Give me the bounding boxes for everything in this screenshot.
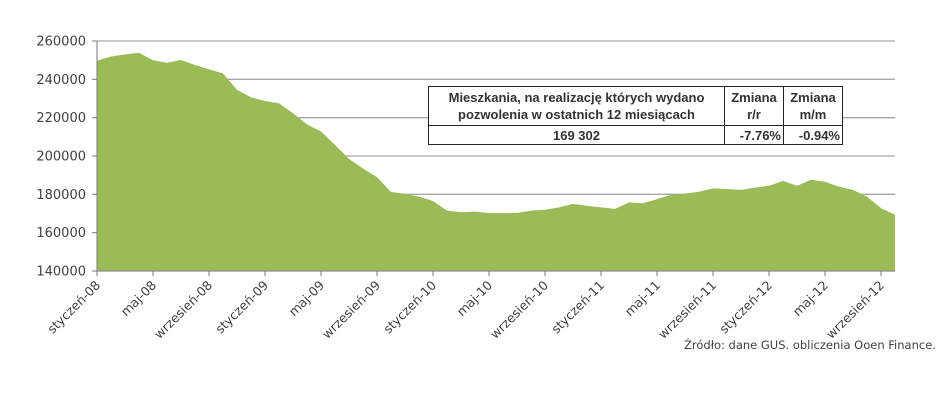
x-tick-label: wrzesień-09 [319, 277, 383, 341]
x-tick-label: maj-10 [454, 277, 496, 319]
y-tick-label: 180000 [36, 188, 86, 203]
y-tick-label: 260000 [36, 35, 86, 50]
x-tick-label: styczeń-11 [548, 278, 607, 337]
header-change-mom: Zmiana m/m [783, 86, 843, 126]
x-tick-label: styczeń-10 [380, 277, 439, 336]
value-change-mom: -0.94% [783, 125, 843, 145]
x-tick-label: maj-12 [790, 278, 832, 320]
value-total: 169 302 [428, 125, 725, 145]
x-tick-label: wrzesień-12 [823, 278, 887, 342]
header-description: Mieszkania, na realizację których wydano… [428, 86, 725, 126]
summary-table-values-row: 169 302 -7.76% -0.94% [428, 125, 843, 145]
y-tick-label: 140000 [36, 265, 86, 280]
x-tick-label: styczeń-09 [212, 277, 271, 336]
x-tick-label: maj-11 [622, 278, 664, 320]
x-tick-label: styczeń-12 [716, 278, 775, 337]
x-tick-label: maj-08 [118, 277, 160, 319]
header-change-yoy: Zmiana r/r [724, 86, 784, 126]
x-tick-label: wrzesień-10 [487, 277, 551, 341]
x-tick-label: maj-09 [286, 277, 328, 319]
y-tick-label: 160000 [36, 226, 86, 241]
source-note: Źródło: dane GUS. obliczenia Ooen Financ… [684, 338, 936, 352]
y-tick-label: 200000 [36, 150, 86, 165]
summary-table: Mieszkania, na realizację których wydano… [428, 86, 843, 145]
area-series [97, 52, 895, 272]
x-tick-label: styczeń-08 [44, 277, 103, 336]
x-tick-label: wrzesień-11 [655, 278, 719, 342]
axes [92, 40, 895, 276]
value-change-yoy: -7.76% [724, 125, 784, 145]
y-tick-label: 240000 [36, 73, 86, 88]
y-axis-labels: 140000 160000 180000 200000 220000 240000 2600… [36, 35, 86, 280]
y-tick-label: 220000 [36, 111, 86, 126]
summary-table-header-row: Mieszkania, na realizację których wydano… [428, 86, 843, 126]
x-tick-label: wrzesień-08 [151, 277, 215, 341]
